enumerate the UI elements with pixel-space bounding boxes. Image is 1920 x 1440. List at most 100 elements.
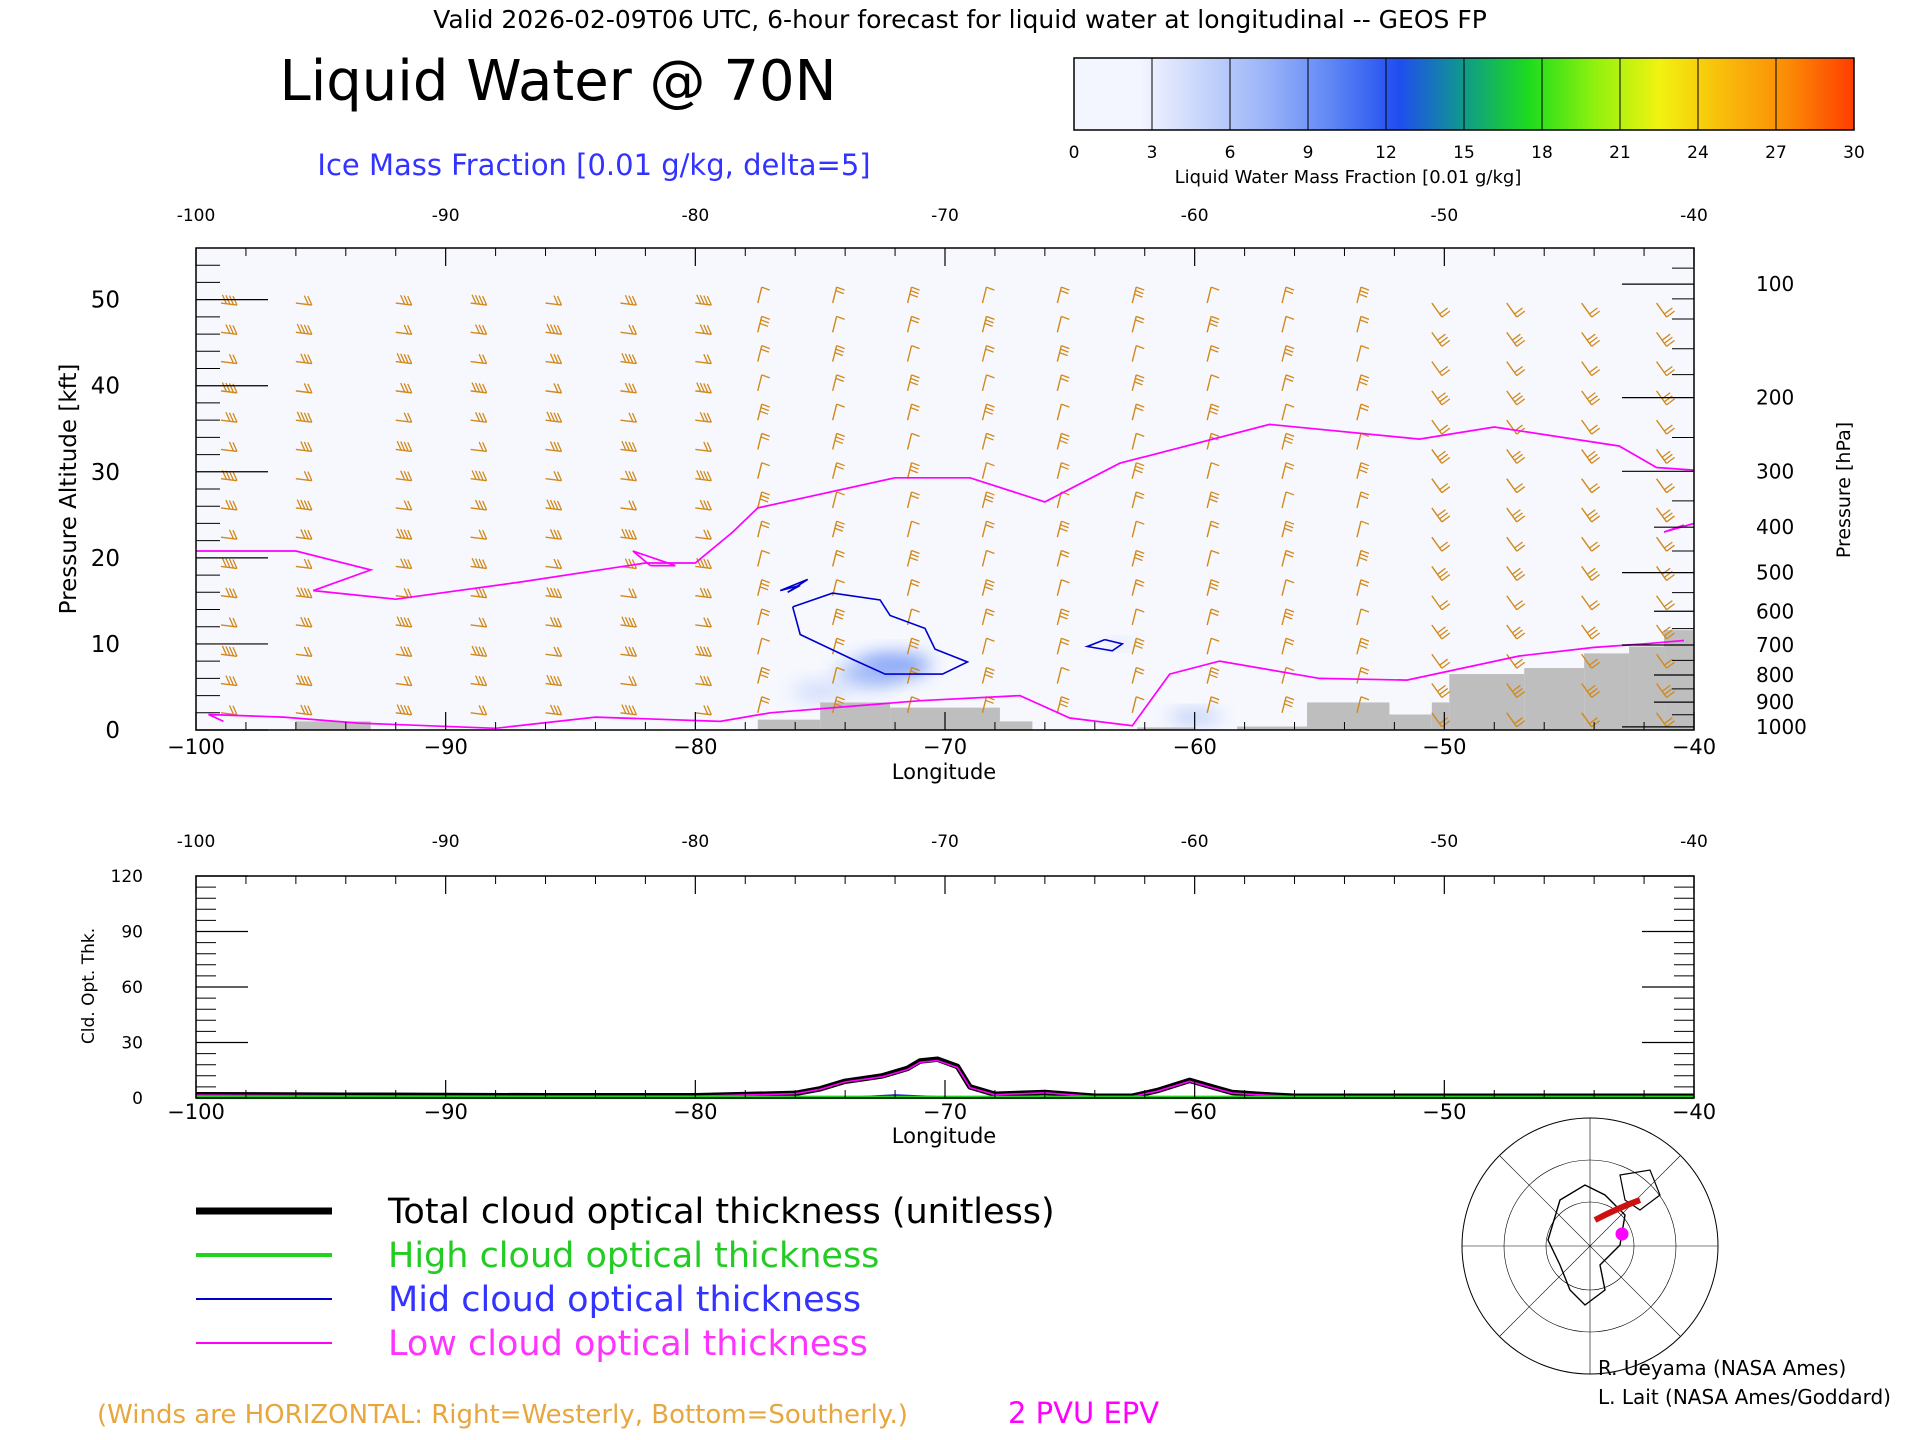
wind-barb-feather [300, 704, 306, 715]
wind-barb [1056, 462, 1070, 479]
lower-axes: −100 -100 −90 -90 −80 -80 −70 -70 −60 -60 −50 -50 −4… [111, 832, 1717, 1124]
wind-barb-feather [228, 412, 235, 422]
wind-barb-feather [407, 646, 413, 657]
top-x-tick-label: -90 [432, 206, 460, 226]
wind-barb-feather [228, 529, 235, 540]
lower-y-tick-label: 120 [111, 867, 143, 887]
wind-barb [1131, 696, 1145, 713]
wind-barb-feather [624, 646, 630, 656]
epv-contour [632, 550, 676, 567]
wind-barb-feather [1135, 670, 1144, 675]
wind-barb [1056, 666, 1070, 684]
wind-barb-feather [1284, 553, 1294, 558]
wind-barb-staff [1281, 345, 1287, 362]
wind-barb-feather [232, 617, 238, 628]
wind-barb [1431, 331, 1451, 347]
wind-barb-feather [1358, 469, 1368, 474]
wind-barb-feather [556, 500, 563, 511]
wind-barb-staff [695, 536, 712, 540]
wind-barb-feather [1284, 615, 1293, 620]
wind-barb-feather [1285, 666, 1295, 672]
wind-barb-feather [1666, 310, 1675, 318]
wind-barb-staff [1281, 462, 1287, 479]
wind-barb-feather [631, 676, 638, 686]
wind-barb-feather [1360, 374, 1370, 379]
wind-barb-staff [1581, 595, 1593, 611]
wind-barb-feather [225, 499, 231, 510]
wind-barb-feather [624, 382, 630, 393]
lower-x-tick-label: −90 [424, 1100, 468, 1124]
wind-barb-feather [986, 286, 995, 291]
wind-barb-staff [1356, 521, 1362, 538]
wind-barb-staff [295, 477, 312, 482]
wind-barb [620, 675, 638, 687]
wind-barb [545, 295, 563, 306]
wind-barb-feather [303, 324, 309, 335]
wind-barb-feather [396, 353, 402, 363]
wind-barb [1431, 419, 1451, 435]
wind-barb-feather [303, 646, 309, 657]
wind-barb-feather [1516, 544, 1526, 552]
pressure-tick-label: 400 [1756, 515, 1794, 539]
wind-barb-feather [1589, 629, 1598, 637]
wind-barb-staff [1131, 550, 1137, 567]
wind-barb [620, 588, 638, 599]
wind-barb-feather [836, 462, 845, 467]
wind-barb-staff [1356, 462, 1362, 479]
wind-barb-feather [1663, 366, 1673, 374]
wind-barb-feather [1360, 520, 1370, 525]
wind-barb-feather [1439, 483, 1449, 491]
wind-barb-feather [631, 646, 638, 657]
wind-barb-feather [1135, 582, 1144, 587]
wind-barb-staff [620, 624, 637, 628]
wind-barb [395, 646, 413, 657]
wind-barb-feather [307, 442, 313, 452]
terrain [295, 630, 1694, 730]
terrain-block [1307, 702, 1390, 730]
wind-barb-feather [835, 553, 844, 558]
wind-barb-feather [307, 646, 313, 657]
wind-barb-feather [696, 470, 702, 480]
wind-barb-feather [482, 325, 488, 335]
wind-barb-feather [396, 616, 402, 626]
wind-barb-feather [300, 411, 306, 422]
top-x-tick-label: -50 [1430, 206, 1458, 226]
wind-barb-staff [620, 360, 637, 365]
wind-barb-feather [1516, 603, 1526, 611]
wind-barb-feather [478, 412, 484, 422]
wind-barb-staff [470, 653, 487, 657]
wind-barb [906, 579, 920, 596]
legend: Total cloud optical thickness (unitless)… [196, 1192, 1055, 1364]
wind-barb-feather [232, 646, 238, 657]
wind-barb-feather [1360, 579, 1370, 584]
wind-barb [1056, 696, 1070, 713]
wind-barb [220, 587, 238, 599]
legend-high-label: High cloud optical thickness [388, 1236, 879, 1276]
wind-barb [620, 440, 638, 453]
wind-barb-feather [556, 325, 563, 335]
colorbar-tick-label: 30 [1843, 143, 1865, 163]
wind-barb-staff [1506, 683, 1518, 698]
colorbar-tick-label: 3 [1147, 143, 1158, 163]
wind-barb [395, 382, 413, 394]
wind-barb-feather [478, 324, 484, 335]
wind-barb [1356, 345, 1370, 362]
wind-barb-feather [400, 294, 406, 305]
wind-barb-feather [1514, 570, 1523, 578]
wind-barb-feather [1666, 486, 1675, 494]
wind-barb-feather [482, 529, 488, 540]
wind-barb-staff [1131, 316, 1137, 333]
wind-barb-feather [232, 442, 238, 452]
wind-barb-feather [911, 462, 920, 467]
wind-barb-feather [628, 558, 634, 569]
wind-barb [981, 608, 995, 626]
wind-barb-feather [1285, 637, 1295, 642]
wind-barb-feather [1441, 661, 1451, 669]
lower-top-x-tick-label: -90 [432, 832, 460, 852]
wind-barb-staff [620, 331, 637, 336]
wind-barb-feather [1210, 608, 1220, 613]
wind-barb-feather [761, 666, 770, 672]
pressure-tick-label: 700 [1756, 633, 1794, 657]
wind-barb-staff [1581, 653, 1593, 669]
wind-barb-feather [699, 558, 705, 568]
